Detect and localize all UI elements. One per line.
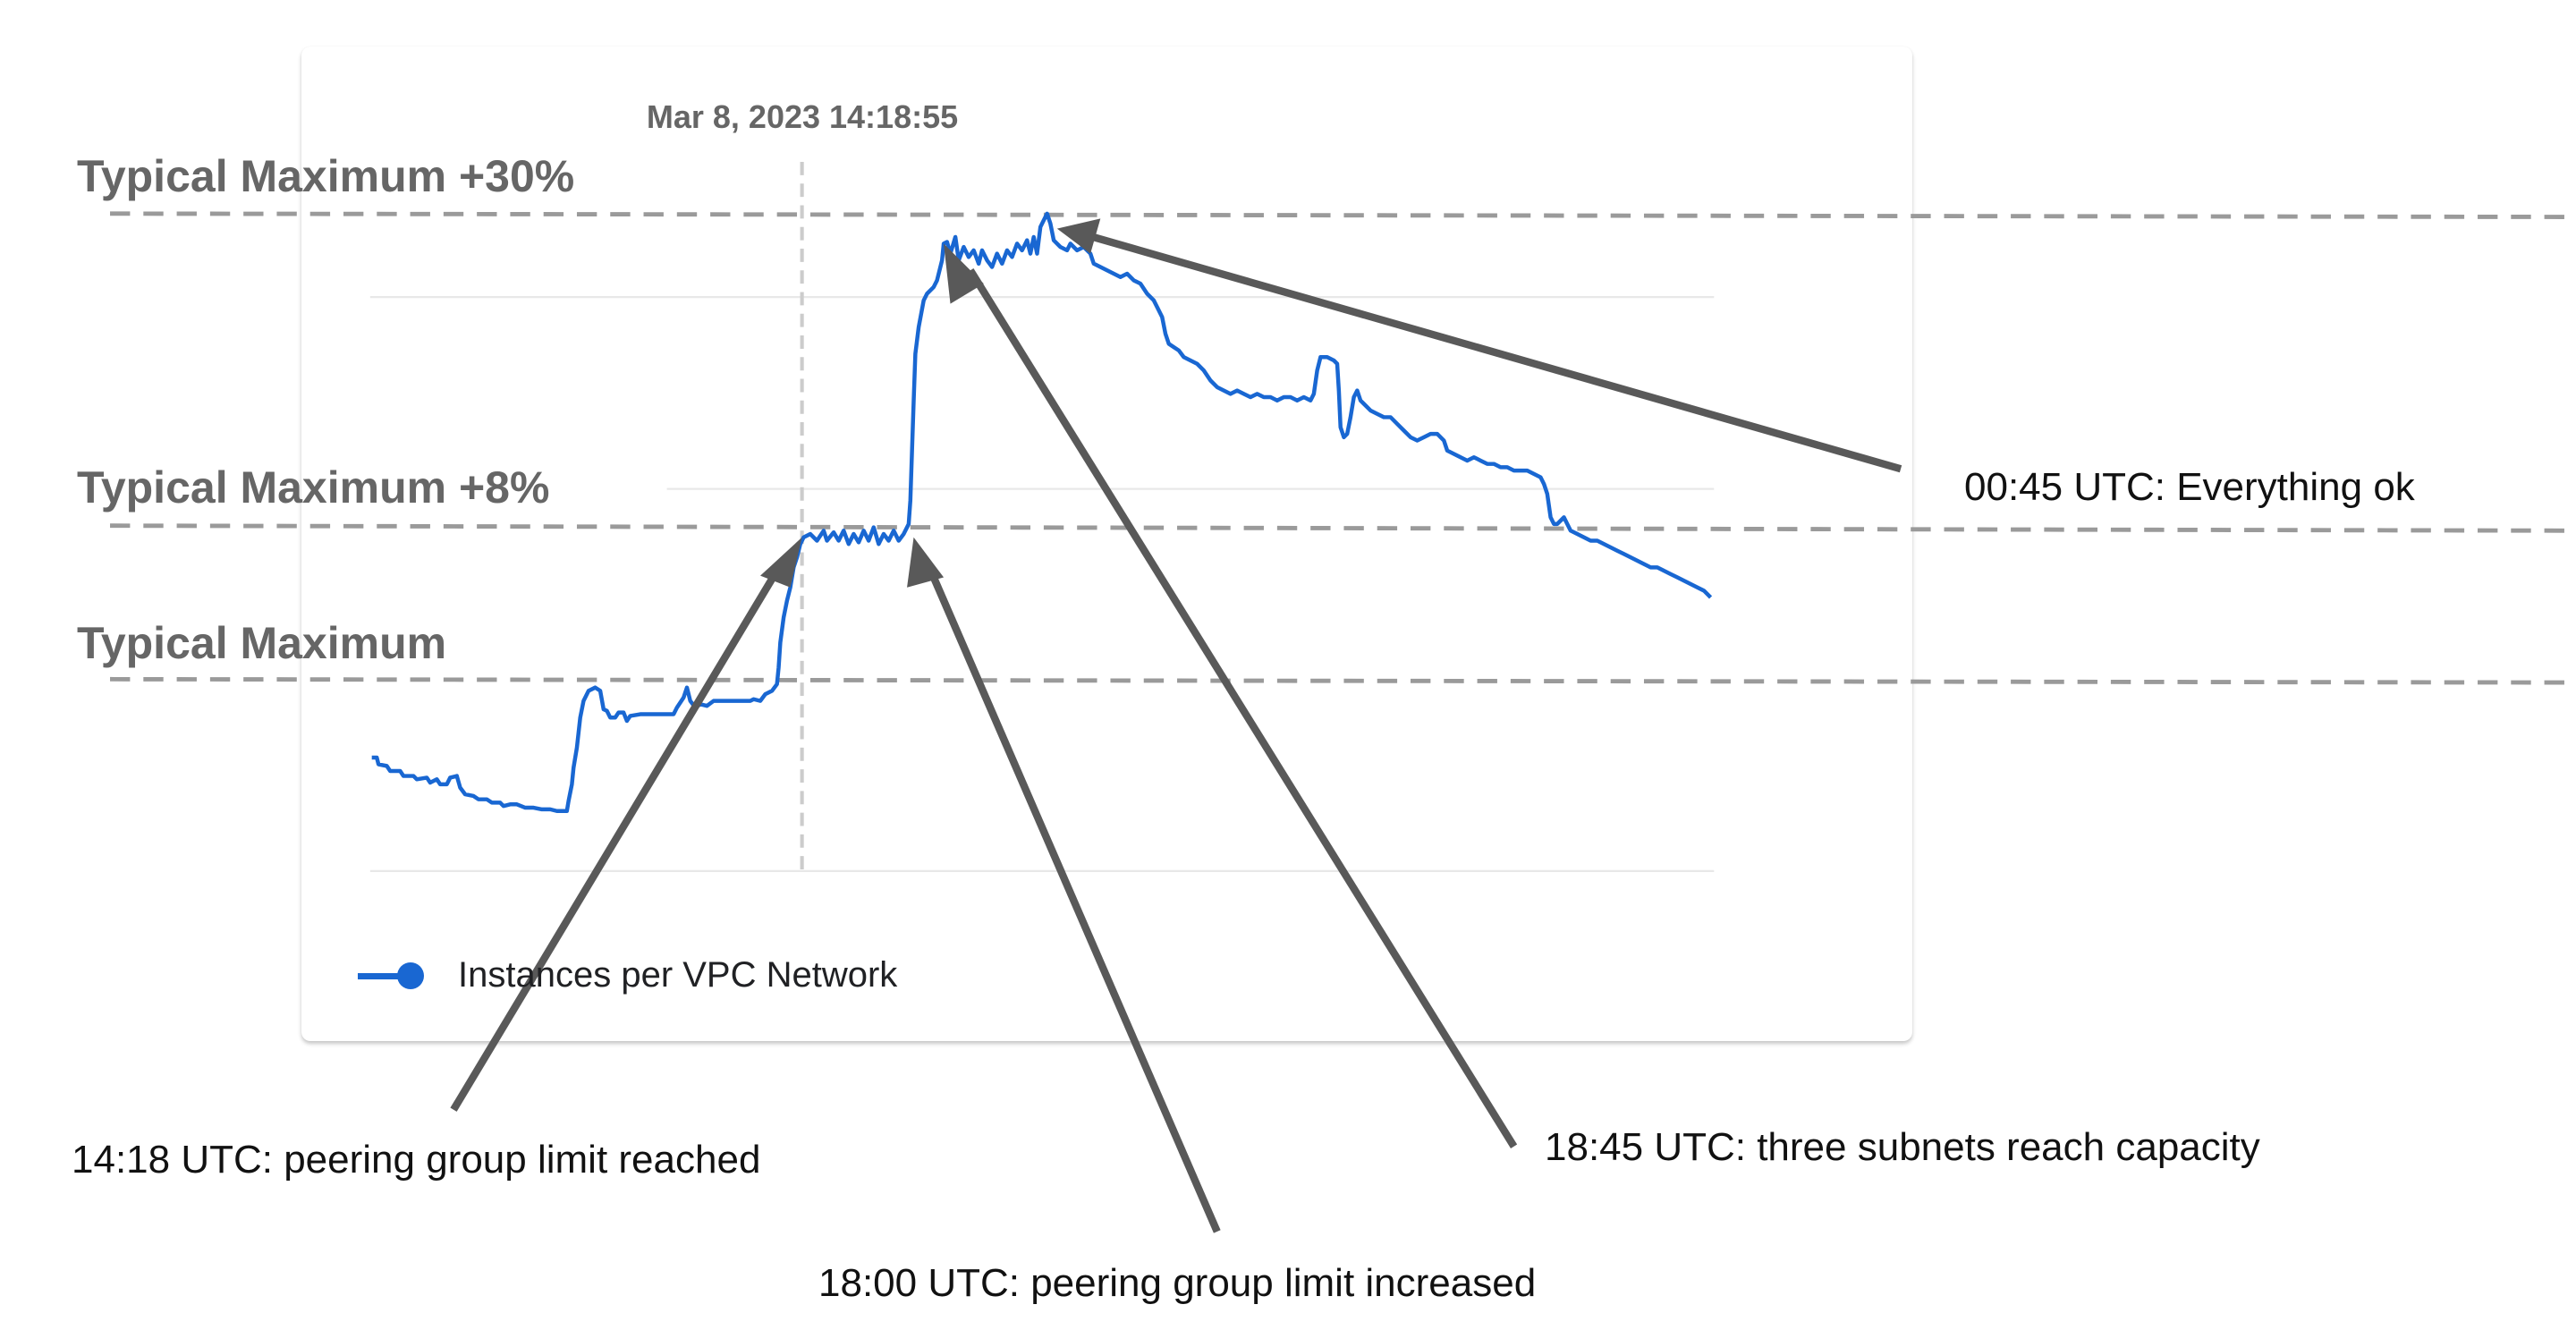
- legend-line-dot-icon: [356, 957, 428, 993]
- legend-series-label: Instances per VPC Network: [458, 954, 898, 995]
- annotation-everything-ok: 00:45 UTC: Everything ok: [1964, 465, 2415, 509]
- crosshair-timestamp: Mar 8, 2023 14:18:55: [646, 98, 959, 135]
- threshold-label-plus30: Typical Maximum +30%: [77, 151, 575, 201]
- chart-legend[interactable]: Instances per VPC Network: [356, 950, 897, 1000]
- threshold-label-base: Typical Maximum: [77, 618, 447, 668]
- annotation-arrows: [450, 232, 1902, 1233]
- arrow-peering-limit-reached: [450, 568, 781, 1112]
- series-line: [371, 211, 1713, 813]
- annotation-peering-limit-reached: 14:18 UTC: peering group limit reached: [72, 1138, 761, 1182]
- annotation-peering-limit-increased: 18:00 UTC: peering group limit increased: [818, 1261, 1537, 1305]
- threshold-label-plus8: Typical Maximum +8%: [77, 462, 550, 513]
- chart-card: [301, 47, 1912, 1041]
- arrow-subnets-capacity: [967, 268, 1518, 1148]
- threshold-lines: [110, 211, 2576, 685]
- arrow-everything-ok: [1086, 232, 1902, 473]
- annotation-subnets-capacity: 18:45 UTC: three subnets reach capacity: [1545, 1125, 2260, 1169]
- arrow-peering-limit-increased: [930, 575, 1221, 1233]
- arrowheads: [760, 218, 1101, 588]
